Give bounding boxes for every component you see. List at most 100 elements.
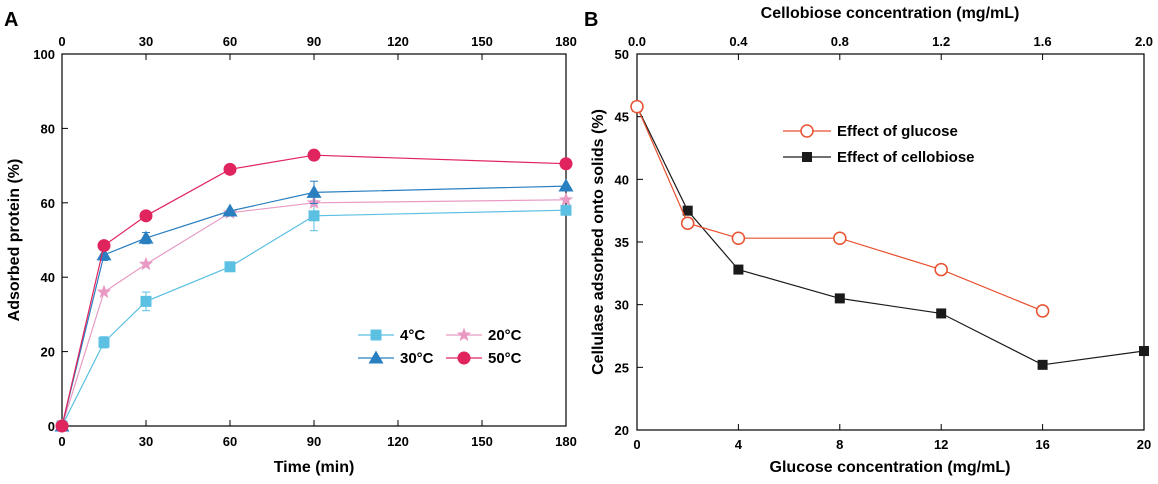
panel-b-x-tick-label: 4 bbox=[735, 437, 743, 452]
panel-b-y-tick-label: 30 bbox=[615, 298, 629, 313]
panel-a-top-tick-label: 120 bbox=[387, 34, 409, 49]
series-line-4-c bbox=[61, 209, 567, 427]
panel-b: B 0 4 8 12 16 20 0.0 0.4 0.8 1.2 1.6 2.0 20 25 30 35 40 4… bbox=[584, 5, 1153, 476]
panel-a-top-tick-label: 60 bbox=[223, 34, 237, 49]
legend-marker-effect-of-cellobiose bbox=[802, 152, 812, 162]
data-point-50-c bbox=[139, 209, 153, 223]
data-point-50-c bbox=[559, 157, 573, 171]
legend-marker-effect-of-glucose bbox=[800, 124, 814, 138]
data-point-30-c bbox=[558, 178, 574, 192]
legend-label-4-c: 4°C bbox=[400, 327, 425, 344]
data-point-4-c bbox=[140, 295, 152, 307]
panel-a-y-tick-label: 40 bbox=[41, 270, 55, 285]
panel-a-ticks: 0 30 60 90 120 150 180 0 30 60 90 120 150 180 0 20 40 60 8… bbox=[33, 34, 577, 449]
panel-a-y-tick-label: 0 bbox=[48, 419, 55, 434]
series-line-50-c bbox=[61, 154, 567, 427]
panel-b-plot-frame bbox=[636, 53, 1145, 431]
data-point-4-c bbox=[560, 204, 572, 216]
panel-b-x-tick-label: 16 bbox=[1035, 437, 1049, 452]
panel-b-ticks: 0 4 8 12 16 20 0.0 0.4 0.8 1.2 1.6 2.0 20 25 30 35 40 45 5… bbox=[615, 34, 1154, 452]
data-point-effect-of-glucose bbox=[833, 231, 847, 245]
panel-b-y-tick-label: 50 bbox=[615, 47, 629, 62]
panel-b-x-tick-label: 20 bbox=[1137, 437, 1151, 452]
data-point-30-c bbox=[306, 184, 322, 198]
data-point-effect-of-cellobiose bbox=[1139, 346, 1149, 357]
data-point-50-c bbox=[97, 239, 111, 253]
panel-a-x-tick-label: 0 bbox=[58, 434, 65, 449]
data-point-50-c bbox=[55, 419, 69, 433]
panel-b-top-tick-label: 2.0 bbox=[1135, 34, 1153, 49]
panel-a-x-tick-label: 120 bbox=[387, 434, 409, 449]
legend-label-30-c: 30°C bbox=[400, 350, 434, 367]
panel-b-x-axis-title: Glucose concentration (mg/mL) bbox=[770, 459, 1011, 476]
panel-a-top-tick-label: 30 bbox=[139, 34, 153, 49]
data-point-30-c bbox=[222, 203, 238, 217]
data-point-4-c bbox=[98, 336, 110, 348]
legend-marker-4-c bbox=[370, 329, 382, 341]
panel-a-legend: 4°C 20°C 30°C 50°C bbox=[358, 327, 522, 367]
panel-b-top-tick-label: 0.8 bbox=[831, 34, 849, 49]
series-line-30-c bbox=[61, 185, 567, 427]
data-point-effect-of-cellobiose bbox=[1037, 359, 1048, 370]
data-point-effect-of-cellobiose bbox=[733, 264, 744, 275]
panel-b-series bbox=[630, 99, 1149, 370]
series-line-effect-of-glucose bbox=[636, 106, 1043, 312]
data-point-effect-of-cellobiose bbox=[834, 293, 845, 304]
data-point-4-c bbox=[308, 210, 320, 222]
panel-b-letter: B bbox=[584, 9, 598, 31]
data-point-20-c bbox=[558, 192, 574, 206]
panel-a-x-tick-label: 90 bbox=[307, 434, 321, 449]
panel-a-letter: A bbox=[4, 9, 18, 31]
panel-a-top-tick-label: 0 bbox=[58, 34, 65, 49]
panel-b-x-tick-label: 0 bbox=[633, 437, 640, 452]
panel-b-x-tick-label: 12 bbox=[934, 437, 948, 452]
data-point-20-c bbox=[138, 256, 154, 271]
panel-a-y-tick-label: 80 bbox=[41, 121, 55, 136]
data-point-30-c bbox=[96, 247, 112, 261]
legend-label-20-c: 20°C bbox=[488, 327, 522, 344]
data-point-50-c bbox=[223, 162, 237, 176]
panel-b-top-axis-title: Cellobiose concentration (mg/mL) bbox=[761, 5, 1020, 22]
data-point-effect-of-glucose bbox=[1035, 304, 1050, 318]
data-point-effect-of-glucose bbox=[630, 99, 644, 114]
legend-marker-30-c bbox=[368, 350, 384, 364]
series-line-effect-of-cellobiose bbox=[636, 106, 1145, 366]
series-line-20-c bbox=[61, 199, 567, 427]
panel-b-legend: Effect of glucose Effect of cellobiose bbox=[783, 123, 975, 166]
panel-a-plot-frame bbox=[61, 53, 567, 427]
panel-a-x-tick-label: 30 bbox=[139, 434, 153, 449]
panel-b-y-tick-label: 35 bbox=[615, 235, 629, 250]
data-point-20-c bbox=[96, 284, 112, 299]
panel-b-y-tick-label: 40 bbox=[615, 172, 629, 187]
panel-a-y-tick-label: 100 bbox=[33, 47, 55, 62]
panel-b-top-tick-label: 0.0 bbox=[628, 34, 646, 49]
panel-a-y-axis-title: Adsorbed protein (%) bbox=[6, 159, 23, 322]
legend-label-effect-of-cellobiose: Effect of cellobiose bbox=[837, 149, 975, 166]
data-point-30-c bbox=[138, 230, 154, 244]
panel-a-top-tick-label: 150 bbox=[471, 34, 493, 49]
panel-a-top-tick-label: 180 bbox=[555, 34, 577, 49]
panel-b-y-axis-title: Cellulase adsorbed onto solids (%) bbox=[590, 109, 607, 375]
legend-marker-20-c bbox=[456, 327, 472, 342]
data-point-effect-of-cellobiose bbox=[936, 308, 947, 319]
panel-a-x-tick-label: 60 bbox=[223, 434, 237, 449]
panel-a: A 0 30 60 90 120 150 180 0 30 60 90 120 150 180 0 20 40 6… bbox=[4, 9, 577, 476]
legend-label-effect-of-glucose: Effect of glucose bbox=[837, 123, 958, 140]
panel-a-x-tick-label: 150 bbox=[471, 434, 493, 449]
data-point-effect-of-cellobiose bbox=[682, 205, 693, 216]
panel-a-y-tick-label: 20 bbox=[41, 345, 55, 360]
panel-a-series bbox=[54, 148, 574, 433]
panel-a-x-axis-title: Time (min) bbox=[274, 459, 355, 476]
panel-b-y-tick-label: 20 bbox=[615, 423, 629, 438]
legend-marker-50-c bbox=[457, 351, 471, 365]
data-point-4-c bbox=[224, 261, 236, 273]
panel-b-y-tick-label: 45 bbox=[615, 110, 629, 125]
panel-b-top-tick-label: 0.4 bbox=[729, 34, 748, 49]
legend-label-50-c: 50°C bbox=[488, 350, 522, 367]
data-point-effect-of-glucose bbox=[731, 231, 746, 245]
data-point-effect-of-glucose bbox=[680, 216, 695, 230]
panel-b-x-tick-label: 8 bbox=[836, 437, 843, 452]
data-point-50-c bbox=[307, 148, 321, 162]
panel-a-top-tick-label: 90 bbox=[307, 34, 321, 49]
